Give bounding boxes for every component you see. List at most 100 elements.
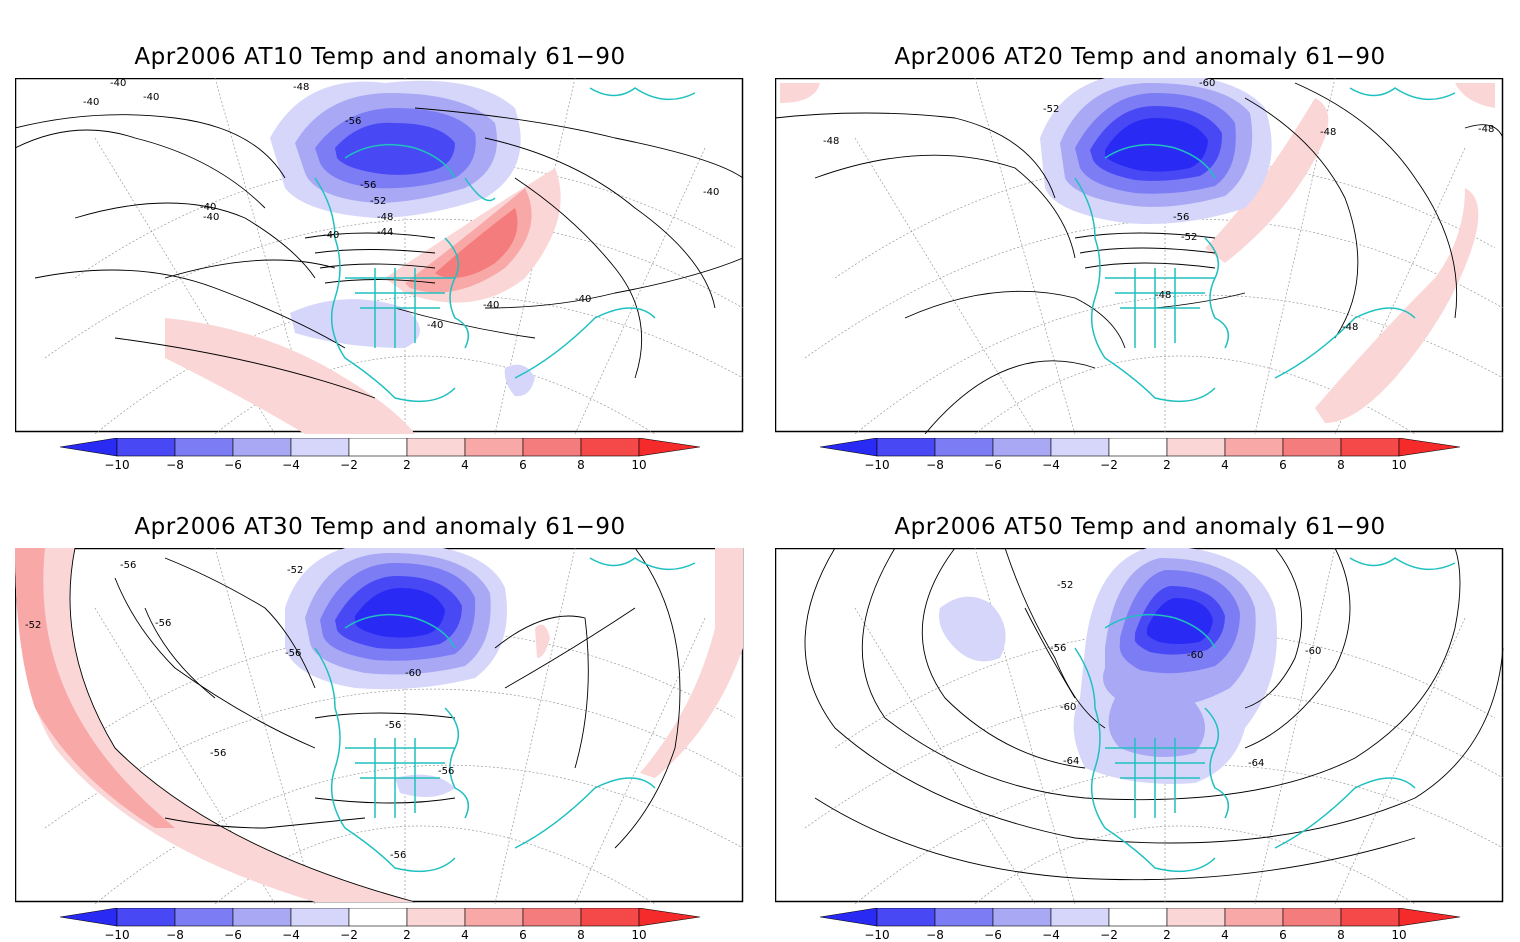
colorbar-tick: −8	[926, 928, 944, 942]
temperature-contours	[15, 107, 744, 399]
colorbar-tick: 8	[577, 928, 585, 942]
colorbar-tick: −10	[864, 458, 889, 472]
panel-title: Apr2006 AT30 Temp and anomaly 61−90	[134, 514, 626, 540]
anomaly-fill	[165, 80, 561, 434]
colorbar-tick: −2	[340, 928, 358, 942]
contour-label: -52	[1043, 104, 1059, 115]
colorbar-tick: −6	[984, 458, 1002, 472]
map-panel-at30: Apr2006 AT30 Temp and anomaly 61−90	[0, 470, 760, 942]
contour-label: -40	[575, 294, 591, 305]
colorbar-tick: 6	[519, 928, 527, 942]
colorbar-tick: −2	[1100, 458, 1118, 472]
contour-label: -48	[293, 82, 309, 93]
contour-label: -56	[155, 618, 171, 629]
colorbar-tick: −6	[224, 928, 242, 942]
colorbar-tick: 8	[1337, 458, 1345, 472]
contour-label: -56	[120, 560, 136, 571]
contour-label: -48	[823, 136, 839, 147]
contour-label: -56	[438, 766, 454, 777]
contour-label: -60	[1305, 646, 1321, 657]
colorbar-tick: 2	[403, 458, 411, 472]
colorbar: −10 −8 −6 −4 −2 2 4 6 8 10	[59, 908, 701, 942]
colorbar-tick: −6	[984, 928, 1002, 942]
colorbar-tick: 4	[1221, 458, 1229, 472]
colorbar-blocks	[59, 438, 701, 457]
coastlines	[314, 87, 696, 403]
contour-label: -44	[377, 227, 393, 238]
colorbar-tick: 6	[1279, 928, 1287, 942]
colorbar-tick: −10	[104, 928, 129, 942]
contour-label: -52	[1057, 580, 1073, 591]
contour-label: -52	[1181, 232, 1197, 243]
map-panel-at10: Apr2006 AT10 Temp and anomaly 61−90	[0, 0, 760, 472]
colorbar-tick: 6	[519, 458, 527, 472]
contour-label: -40	[200, 202, 216, 213]
colorbar-tick: −10	[104, 458, 129, 472]
contour-label: -52	[25, 620, 41, 631]
colorbar-tick: −8	[926, 458, 944, 472]
panel-title: Apr2006 AT10 Temp and anomaly 61−90	[134, 44, 626, 70]
colorbar-tick: −10	[864, 928, 889, 942]
contour-label: -60	[405, 668, 421, 679]
colorbar-tick: 8	[1337, 928, 1345, 942]
contour-label: -48	[1478, 124, 1494, 135]
colorbar-tick: −4	[1042, 928, 1060, 942]
contour-label: -56	[360, 180, 376, 191]
panel-title: Apr2006 AT20 Temp and anomaly 61−90	[894, 44, 1386, 70]
contour-label: -56	[385, 720, 401, 731]
contour-label: -48	[1342, 322, 1358, 333]
colorbar-tick: 10	[631, 458, 646, 472]
colorbar-tick: 10	[631, 928, 646, 942]
colorbar-tick: −2	[340, 458, 358, 472]
map-panel-at20: Apr2006 AT20 Temp and anomaly 61−90	[760, 0, 1520, 472]
contour-label: -56	[345, 116, 361, 127]
colorbar-tick: 4	[461, 928, 469, 942]
map-panel-at50: Apr2006 AT50 Temp and anomaly 61−90	[760, 470, 1520, 942]
contour-label: -56	[390, 850, 406, 861]
contour-label: -40	[483, 300, 499, 311]
contour-label: -64	[1248, 758, 1264, 769]
colorbar-tick: 2	[1163, 928, 1171, 942]
map-plot: -56 -52 -56 -56 -60 -56 -56 -56 -56 -52	[15, 548, 744, 904]
contour-label: -40	[703, 187, 719, 198]
colorbar-tick: −6	[224, 458, 242, 472]
contour-label: -48	[377, 212, 393, 223]
colorbar-tick: 2	[403, 928, 411, 942]
contour-label: -40	[83, 97, 99, 108]
contour-label: -56	[285, 648, 301, 659]
colorbar-tick: 8	[577, 458, 585, 472]
colorbar-tick: −8	[166, 458, 184, 472]
contour-label: -56	[1173, 212, 1189, 223]
colorbar: −10 −8 −6 −4 −2 2 4 6 8 10	[819, 438, 1461, 472]
contour-label: -52	[287, 565, 303, 576]
contour-label: -60	[1199, 78, 1215, 89]
contour-label: -40	[110, 78, 126, 89]
map-plot: -40 -40 -40 -48 -56 -56 -52 -48 -44 -40 …	[15, 78, 744, 434]
colorbar-tick: 6	[1279, 458, 1287, 472]
colorbar-tick: −4	[282, 458, 300, 472]
colorbar-tick: 4	[1221, 928, 1229, 942]
contour-label: -60	[1060, 702, 1076, 713]
colorbar-tick: −4	[282, 928, 300, 942]
map-plot: -48 -52 -60 -48 -48 -56 -52 -48 -48	[775, 78, 1504, 434]
contour-label: -64	[1063, 756, 1079, 767]
panel-title: Apr2006 AT50 Temp and anomaly 61−90	[894, 514, 1386, 540]
contour-label: -40	[203, 212, 219, 223]
contour-label: -60	[1187, 650, 1203, 661]
colorbar-ticks: −10 −8 −6 −4 −2 2 4 6 8 10	[104, 458, 646, 472]
colorbar: −10 −8 −6 −4 −2 2 4 6 8 10	[59, 438, 701, 472]
contour-label: -52	[370, 196, 386, 207]
contour-label: -48	[1155, 290, 1171, 301]
colorbar-tick: −4	[1042, 458, 1060, 472]
colorbar: −10 −8 −6 −4 −2 2 4 6 8 10	[819, 908, 1461, 942]
contour-label: -40	[323, 230, 339, 241]
contour-label: -56	[1050, 643, 1066, 654]
contour-labels: -40 -40 -40 -48 -56 -56 -52 -48 -44 -40 …	[83, 78, 719, 331]
colorbar-tick: 10	[1391, 928, 1406, 942]
contour-label: -56	[210, 748, 226, 759]
colorbar-tick: 2	[1163, 458, 1171, 472]
colorbar-tick: −2	[1100, 928, 1118, 942]
map-plot: -52 -56 -60 -60 -60 -64 -64	[775, 548, 1504, 904]
colorbar-tick: 10	[1391, 458, 1406, 472]
colorbar-tick: −8	[166, 928, 184, 942]
